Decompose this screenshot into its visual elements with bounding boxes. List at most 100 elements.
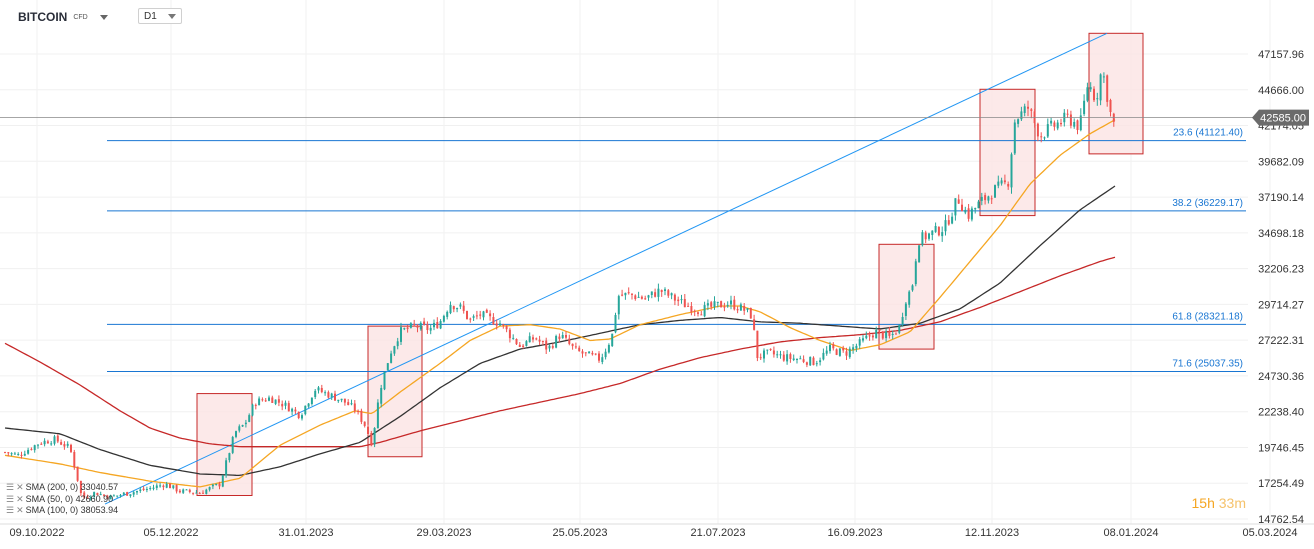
candle[interactable]	[512, 334, 515, 340]
candle[interactable]	[891, 330, 894, 340]
candle[interactable]	[136, 490, 138, 495]
candle[interactable]	[753, 314, 756, 331]
candle[interactable]	[165, 481, 168, 489]
candle[interactable]	[373, 427, 376, 448]
candle[interactable]	[1007, 181, 1010, 190]
candle[interactable]	[456, 307, 459, 313]
candle[interactable]	[73, 449, 76, 470]
list-icon[interactable]: ☰	[6, 482, 15, 492]
candle[interactable]	[254, 403, 257, 410]
candle[interactable]	[99, 491, 102, 496]
candle[interactable]	[538, 335, 541, 346]
candle[interactable]	[970, 206, 973, 222]
candle[interactable]	[261, 397, 264, 402]
candle[interactable]	[159, 482, 162, 488]
candle[interactable]	[66, 441, 69, 448]
candle[interactable]	[109, 494, 112, 500]
candle[interactable]	[96, 492, 99, 496]
candle[interactable]	[687, 302, 690, 307]
candle[interactable]	[271, 395, 274, 403]
candle[interactable]	[697, 311, 699, 317]
candle[interactable]	[343, 398, 346, 406]
candle[interactable]	[505, 325, 508, 333]
candle[interactable]	[825, 346, 828, 356]
candle[interactable]	[690, 302, 693, 316]
candle[interactable]	[475, 310, 478, 320]
candle[interactable]	[1056, 119, 1059, 131]
candle[interactable]	[393, 345, 396, 356]
candle[interactable]	[334, 390, 336, 401]
candle[interactable]	[70, 443, 72, 453]
candle[interactable]	[614, 312, 617, 334]
candle[interactable]	[1030, 108, 1033, 119]
candle[interactable]	[195, 490, 198, 494]
candle[interactable]	[46, 439, 49, 444]
candle[interactable]	[238, 424, 241, 433]
candle[interactable]	[228, 452, 231, 463]
candle[interactable]	[360, 408, 363, 425]
candle[interactable]	[469, 317, 472, 323]
candle[interactable]	[198, 492, 201, 495]
candle[interactable]	[941, 226, 944, 242]
candle[interactable]	[406, 324, 409, 333]
candle[interactable]	[805, 361, 808, 368]
candle[interactable]	[132, 490, 135, 498]
candle[interactable]	[149, 486, 152, 491]
candle[interactable]	[670, 292, 673, 300]
candle[interactable]	[789, 352, 792, 363]
candle[interactable]	[192, 492, 195, 496]
candle[interactable]	[1000, 177, 1003, 186]
candle[interactable]	[779, 350, 782, 359]
candle[interactable]	[568, 334, 571, 346]
candle[interactable]	[416, 324, 419, 333]
candle[interactable]	[924, 230, 927, 244]
candle[interactable]	[664, 287, 666, 296]
candle[interactable]	[23, 450, 26, 457]
highlight-box[interactable]	[979, 88, 1036, 217]
candle[interactable]	[835, 348, 838, 356]
candle[interactable]	[499, 320, 501, 326]
candle[interactable]	[307, 403, 310, 408]
candle[interactable]	[277, 395, 280, 407]
candle[interactable]	[842, 345, 845, 353]
candle[interactable]	[819, 357, 822, 366]
candle[interactable]	[314, 389, 317, 400]
candle[interactable]	[838, 348, 841, 357]
candle[interactable]	[1010, 152, 1013, 194]
candle[interactable]	[1017, 118, 1020, 128]
candle[interactable]	[739, 302, 742, 311]
candle[interactable]	[218, 481, 221, 490]
candle[interactable]	[320, 384, 323, 394]
candle[interactable]	[1089, 82, 1092, 92]
candle[interactable]	[363, 421, 366, 428]
candle[interactable]	[79, 480, 82, 496]
candle[interactable]	[83, 490, 86, 499]
candle[interactable]	[53, 434, 56, 446]
candle[interactable]	[116, 495, 119, 498]
candle[interactable]	[673, 293, 676, 306]
candle[interactable]	[208, 486, 211, 492]
trend-line-segment[interactable]	[104, 32, 1108, 505]
candle[interactable]	[1076, 119, 1079, 135]
candle[interactable]	[367, 424, 369, 435]
candle[interactable]	[984, 192, 987, 205]
candle[interactable]	[990, 195, 993, 205]
candle[interactable]	[1013, 119, 1016, 155]
candle[interactable]	[997, 175, 1000, 189]
candle[interactable]	[472, 314, 475, 321]
candle[interactable]	[294, 407, 297, 414]
candle[interactable]	[763, 348, 765, 363]
candle[interactable]	[1079, 108, 1082, 132]
candle[interactable]	[914, 258, 917, 287]
candle[interactable]	[792, 354, 795, 362]
timeframe-chevron-down-icon[interactable]	[168, 13, 176, 19]
candle[interactable]	[258, 396, 261, 406]
candle[interactable]	[551, 343, 554, 350]
candle[interactable]	[380, 384, 383, 408]
sma50-line[interactable]	[4, 119, 1116, 488]
candle[interactable]	[40, 442, 43, 445]
candle[interactable]	[611, 333, 614, 347]
candle[interactable]	[928, 232, 930, 241]
candle[interactable]	[10, 452, 13, 457]
candle[interactable]	[947, 215, 950, 226]
